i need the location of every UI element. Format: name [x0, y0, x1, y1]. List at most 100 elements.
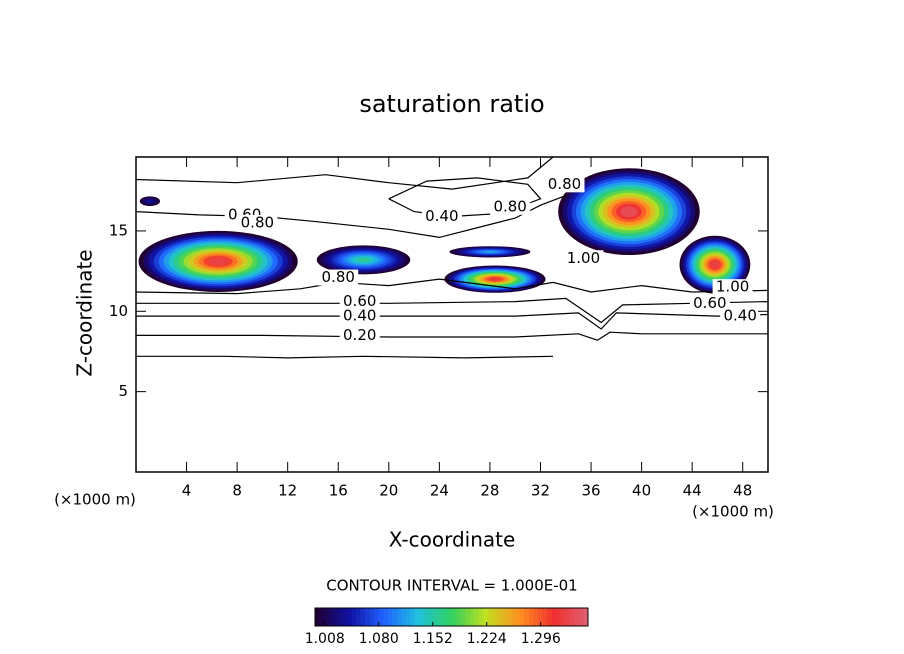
colorbar-cell: [578, 608, 584, 626]
colorbar-cell: [424, 608, 430, 626]
saturation-region: [139, 196, 161, 207]
saturation-region: [316, 245, 411, 275]
colorbar-cell: [569, 608, 575, 626]
contour-label-bg: [712, 279, 753, 296]
colorbar-cell: [374, 608, 380, 626]
colorbar-cell: [406, 608, 412, 626]
colorbar-cell: [478, 608, 484, 626]
y-unit-label: (×1000 m): [54, 491, 136, 509]
contour-label-bg: [339, 327, 380, 344]
contour-label: 0.60: [343, 292, 376, 310]
colorbar-cell: [533, 608, 539, 626]
contour-label-bg: [339, 308, 380, 325]
saturation-region: [679, 235, 751, 294]
x-tick-label: 12: [278, 482, 297, 500]
colorbar-cell: [460, 608, 466, 626]
contour-line: [136, 331, 768, 341]
contour-label: 1.00: [567, 249, 600, 267]
x-tick-label: 20: [379, 482, 398, 500]
region-band: [208, 257, 228, 266]
x-tick-label: 8: [232, 482, 242, 500]
x-tick-label: 40: [632, 482, 651, 500]
contour-label: 0.40: [343, 307, 376, 325]
colorbar-cell: [392, 608, 398, 626]
contour-label-bg: [689, 295, 730, 312]
region-band: [710, 261, 720, 269]
colorbar-cell: [419, 608, 425, 626]
contour-label-bg: [421, 208, 462, 225]
x-unit-label: (×1000 m): [692, 503, 774, 521]
colorbar-cell: [383, 608, 389, 626]
colorbar-cell: [337, 608, 343, 626]
colorbar-cell: [560, 608, 566, 626]
x-tick-label: 36: [581, 482, 600, 500]
colorbar-cell: [324, 608, 330, 626]
colorbar-cell: [410, 608, 416, 626]
region-band: [357, 258, 370, 262]
colorbar-cell: [351, 608, 357, 626]
colorbar-cell: [510, 608, 516, 626]
colorbar-cell: [515, 608, 521, 626]
contour-line: [136, 355, 554, 359]
region-band: [148, 200, 152, 202]
colorbar-cell: [446, 608, 452, 626]
colorbar-cell: [355, 608, 361, 626]
contour-label: 0.40: [723, 307, 756, 325]
colorbar-cell: [428, 608, 434, 626]
colorbar-cell: [360, 608, 366, 626]
contour-label-bg: [563, 250, 604, 267]
chart-title: saturation ratio: [359, 90, 544, 118]
colorbar-cell: [492, 608, 498, 626]
colorbar-cell: [542, 608, 548, 626]
contour-label: 0.40: [425, 207, 458, 225]
contour-line: [136, 312, 768, 330]
contour-label: 0.80: [493, 197, 526, 215]
colorbar-cell: [346, 608, 352, 626]
contour-label: 0.60: [693, 294, 726, 312]
colorbar-cell: [574, 608, 580, 626]
colorbar-cell: [315, 608, 321, 626]
x-tick-label: 28: [480, 482, 499, 500]
x-tick-label: 4: [182, 482, 192, 500]
colorbar-tick-label: 1.224: [467, 631, 507, 647]
saturation-region: [138, 230, 298, 292]
colorbar-cell: [387, 608, 393, 626]
colorbar-cell: [519, 608, 525, 626]
contour-line: [136, 278, 768, 295]
colorbar-cell: [369, 608, 375, 626]
y-tick-label: 10: [109, 302, 128, 320]
contour-line: [136, 297, 768, 324]
saturation-region: [558, 168, 700, 256]
plot-frame: [135, 156, 769, 473]
y-tick-label: 15: [109, 221, 128, 239]
colorbar-cell: [501, 608, 507, 626]
colorbar-cell: [497, 608, 503, 626]
colorbar-cell: [437, 608, 443, 626]
x-tick-label: 16: [329, 482, 348, 500]
contour-label-bg: [237, 214, 278, 231]
colorbar-cell: [415, 608, 421, 626]
plot-area: 0.600.80 0.400.800.800.800.600.400.201.00…: [136, 157, 768, 359]
contour-line: [136, 157, 554, 190]
x-tick-label: 24: [430, 482, 449, 500]
colorbar-cell: [528, 608, 534, 626]
colorbar-cell: [583, 608, 589, 626]
colorbar-cell: [551, 608, 557, 626]
saturation-region: [444, 265, 546, 293]
colorbar-tick-label: 1.152: [413, 631, 453, 647]
colorbar-cell: [524, 608, 530, 626]
contour-label: 0.80: [548, 175, 581, 193]
x-tick-label: 48: [733, 482, 752, 500]
contour-label: 0.80: [241, 213, 274, 231]
contour-label-bg: [720, 308, 761, 325]
contour-label-bg: [339, 293, 380, 310]
region-band: [488, 277, 502, 281]
colorbar-cell: [333, 608, 339, 626]
contour-label-bg: [318, 269, 359, 286]
contour-label: 1.00: [716, 278, 749, 296]
colorbar-cell: [396, 608, 402, 626]
colorbar-cell: [565, 608, 571, 626]
y-tick-label: 5: [118, 382, 128, 400]
colorbar-cell: [319, 608, 325, 626]
